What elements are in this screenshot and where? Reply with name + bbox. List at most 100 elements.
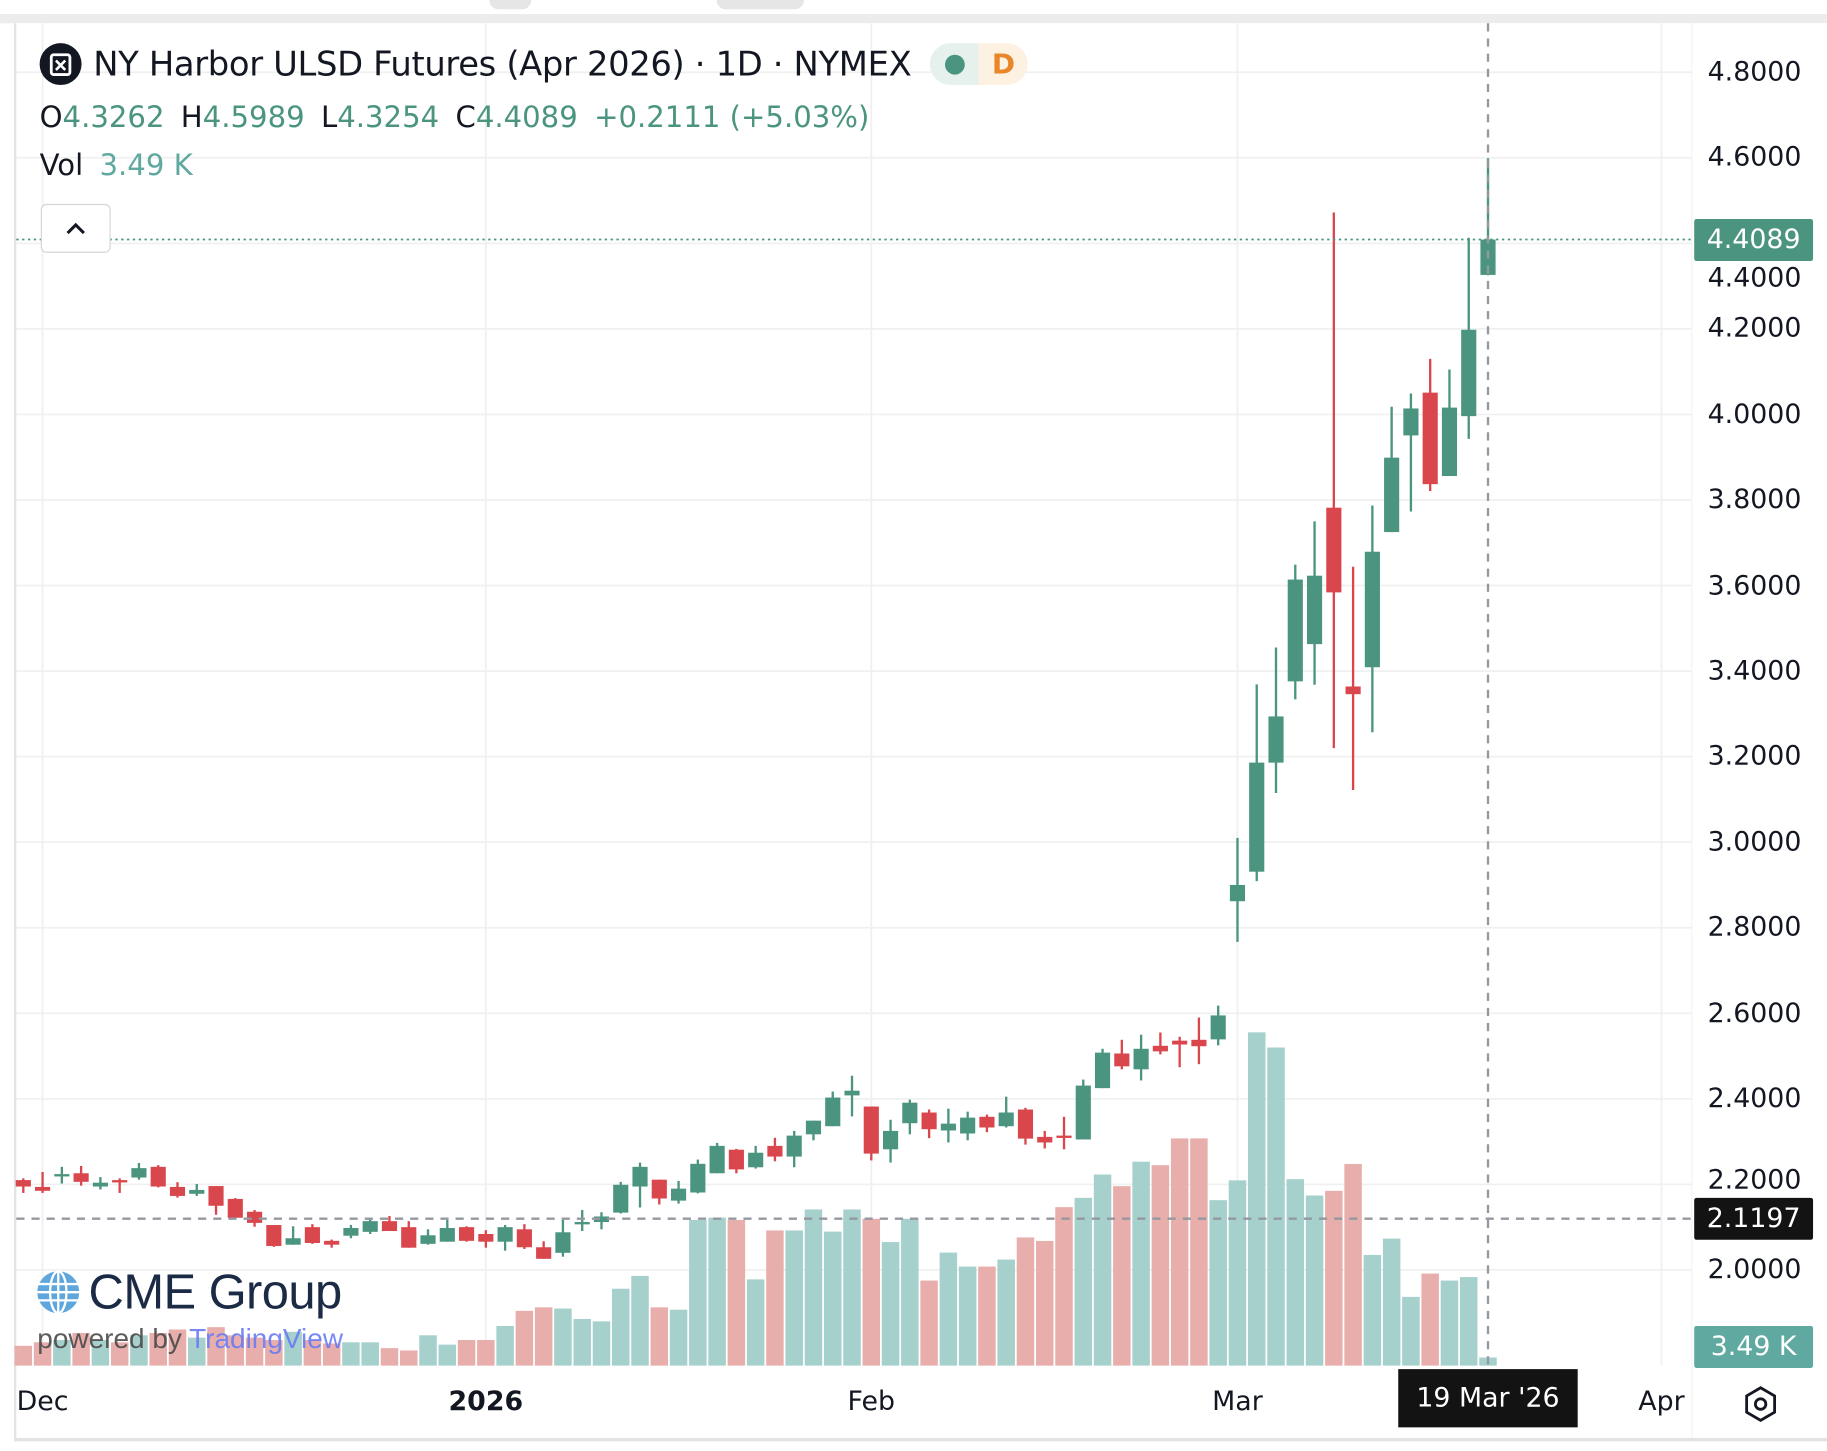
- candle-body: [574, 1222, 590, 1225]
- volume-bar: [496, 1325, 514, 1366]
- volume-bar: [1247, 1032, 1266, 1366]
- candle-body: [844, 1090, 860, 1096]
- candle-body: [1422, 392, 1438, 485]
- candle-body: [266, 1225, 282, 1246]
- volume-bar: [53, 1339, 71, 1366]
- candle-body: [1461, 329, 1477, 417]
- price-tick-label: 4.4000: [1707, 262, 1802, 294]
- candle-body: [169, 1186, 186, 1196]
- symbol-title[interactable]: NY Harbor ULSD Futures (Apr 2026) · 1D ·…: [93, 44, 912, 84]
- volume-bar: [207, 1327, 225, 1366]
- volume-bar: [1344, 1164, 1362, 1366]
- market-open-dot-icon: [944, 54, 965, 74]
- candle-body: [536, 1247, 552, 1259]
- volume-bar: [1382, 1238, 1401, 1366]
- volume-bar: [1228, 1180, 1247, 1366]
- powered-by-text: powered by: [37, 1323, 182, 1356]
- delayed-data-label: D: [978, 43, 1028, 86]
- candle-body: [979, 1116, 995, 1128]
- open-label: O: [39, 99, 63, 134]
- candle-body: [73, 1173, 89, 1182]
- candle-body: [748, 1152, 764, 1168]
- candle-body: [1191, 1039, 1207, 1047]
- volume-bar: [1055, 1207, 1073, 1366]
- candle-body: [497, 1227, 513, 1242]
- candle-body: [112, 1180, 128, 1183]
- volume-bar: [1170, 1138, 1189, 1366]
- volume-bar: [689, 1219, 707, 1366]
- volume-bar: [72, 1332, 90, 1366]
- candle-body: [1210, 1015, 1226, 1040]
- candle-body: [593, 1216, 610, 1223]
- volume-axis-label: 3.49 K: [1694, 1325, 1814, 1368]
- candle-body: [343, 1228, 359, 1236]
- chart-settings-button[interactable]: [1741, 1384, 1781, 1428]
- volume-bar: [322, 1343, 341, 1366]
- candle-body: [863, 1106, 879, 1154]
- volume-bar: [997, 1259, 1015, 1366]
- time-tick-label: Feb: [847, 1386, 896, 1417]
- candle-body: [998, 1112, 1014, 1127]
- volume-bar: [669, 1309, 688, 1366]
- volume-bar: [1459, 1277, 1478, 1366]
- candle-body: [728, 1149, 744, 1170]
- volume-bar: [303, 1339, 322, 1366]
- volume-bar: [130, 1335, 148, 1366]
- volume-bar: [33, 1342, 52, 1366]
- chart-panel: [13, 23, 1827, 1442]
- candle-body: [1441, 407, 1458, 477]
- volume-bar: [110, 1342, 129, 1366]
- volume-bar: [708, 1217, 726, 1366]
- candle-body: [150, 1166, 166, 1187]
- volume-bar: [91, 1339, 110, 1366]
- globe-icon: [37, 1270, 80, 1315]
- price-tick-label: 3.0000: [1707, 827, 1802, 858]
- candle-body: [1172, 1040, 1188, 1045]
- candle-body: [1287, 579, 1303, 682]
- collapse-legend-button[interactable]: [40, 203, 111, 253]
- candle-body: [516, 1229, 532, 1248]
- time-tick-label: Mar: [1212, 1386, 1263, 1417]
- candle-body: [1326, 507, 1342, 593]
- volume-bar: [1016, 1237, 1035, 1366]
- candle-body: [882, 1130, 899, 1150]
- volume-bar: [1209, 1200, 1227, 1366]
- candle-body: [1249, 762, 1265, 872]
- price-tick-label: 3.6000: [1707, 570, 1802, 601]
- volume-bar: [265, 1339, 283, 1366]
- volume-bar: [245, 1337, 264, 1366]
- price-tick-label: 4.0000: [1707, 399, 1802, 430]
- volume-bar: [1267, 1047, 1285, 1366]
- candle-body: [1075, 1085, 1091, 1140]
- volume-bar: [1093, 1174, 1112, 1366]
- volume-bar: [901, 1218, 919, 1366]
- volume-bar: [958, 1266, 977, 1366]
- candle-body: [1114, 1053, 1130, 1067]
- volume-bar: [746, 1279, 765, 1366]
- candle-body: [189, 1189, 205, 1194]
- volume-bar: [477, 1339, 495, 1366]
- candle-body: [381, 1221, 398, 1232]
- candle-body: [767, 1145, 783, 1157]
- low-value: 4.3254: [337, 99, 440, 134]
- candle-body: [613, 1184, 629, 1213]
- candle-body: [651, 1179, 667, 1199]
- low-label: L: [320, 99, 338, 134]
- volume-bar: [824, 1231, 842, 1366]
- candle-body: [1094, 1052, 1111, 1089]
- volume-bar: [766, 1230, 784, 1366]
- volume-bar: [515, 1310, 534, 1366]
- candle-body: [15, 1180, 31, 1187]
- candle-body: [1017, 1109, 1034, 1139]
- time-tick-label: Dec: [16, 1386, 69, 1417]
- change-value: +0.2111 (+5.03%): [594, 99, 870, 134]
- market-status-badge[interactable]: D: [930, 43, 1028, 86]
- volume-bar: [650, 1307, 669, 1366]
- volume-bar: [438, 1344, 457, 1366]
- volume-legend: Vol 3.49 K: [40, 140, 1028, 189]
- candle-body: [285, 1238, 301, 1245]
- chart-legend: NY Harbor ULSD Futures (Apr 2026) · 1D ·…: [39, 40, 1028, 189]
- candle-body: [35, 1186, 51, 1191]
